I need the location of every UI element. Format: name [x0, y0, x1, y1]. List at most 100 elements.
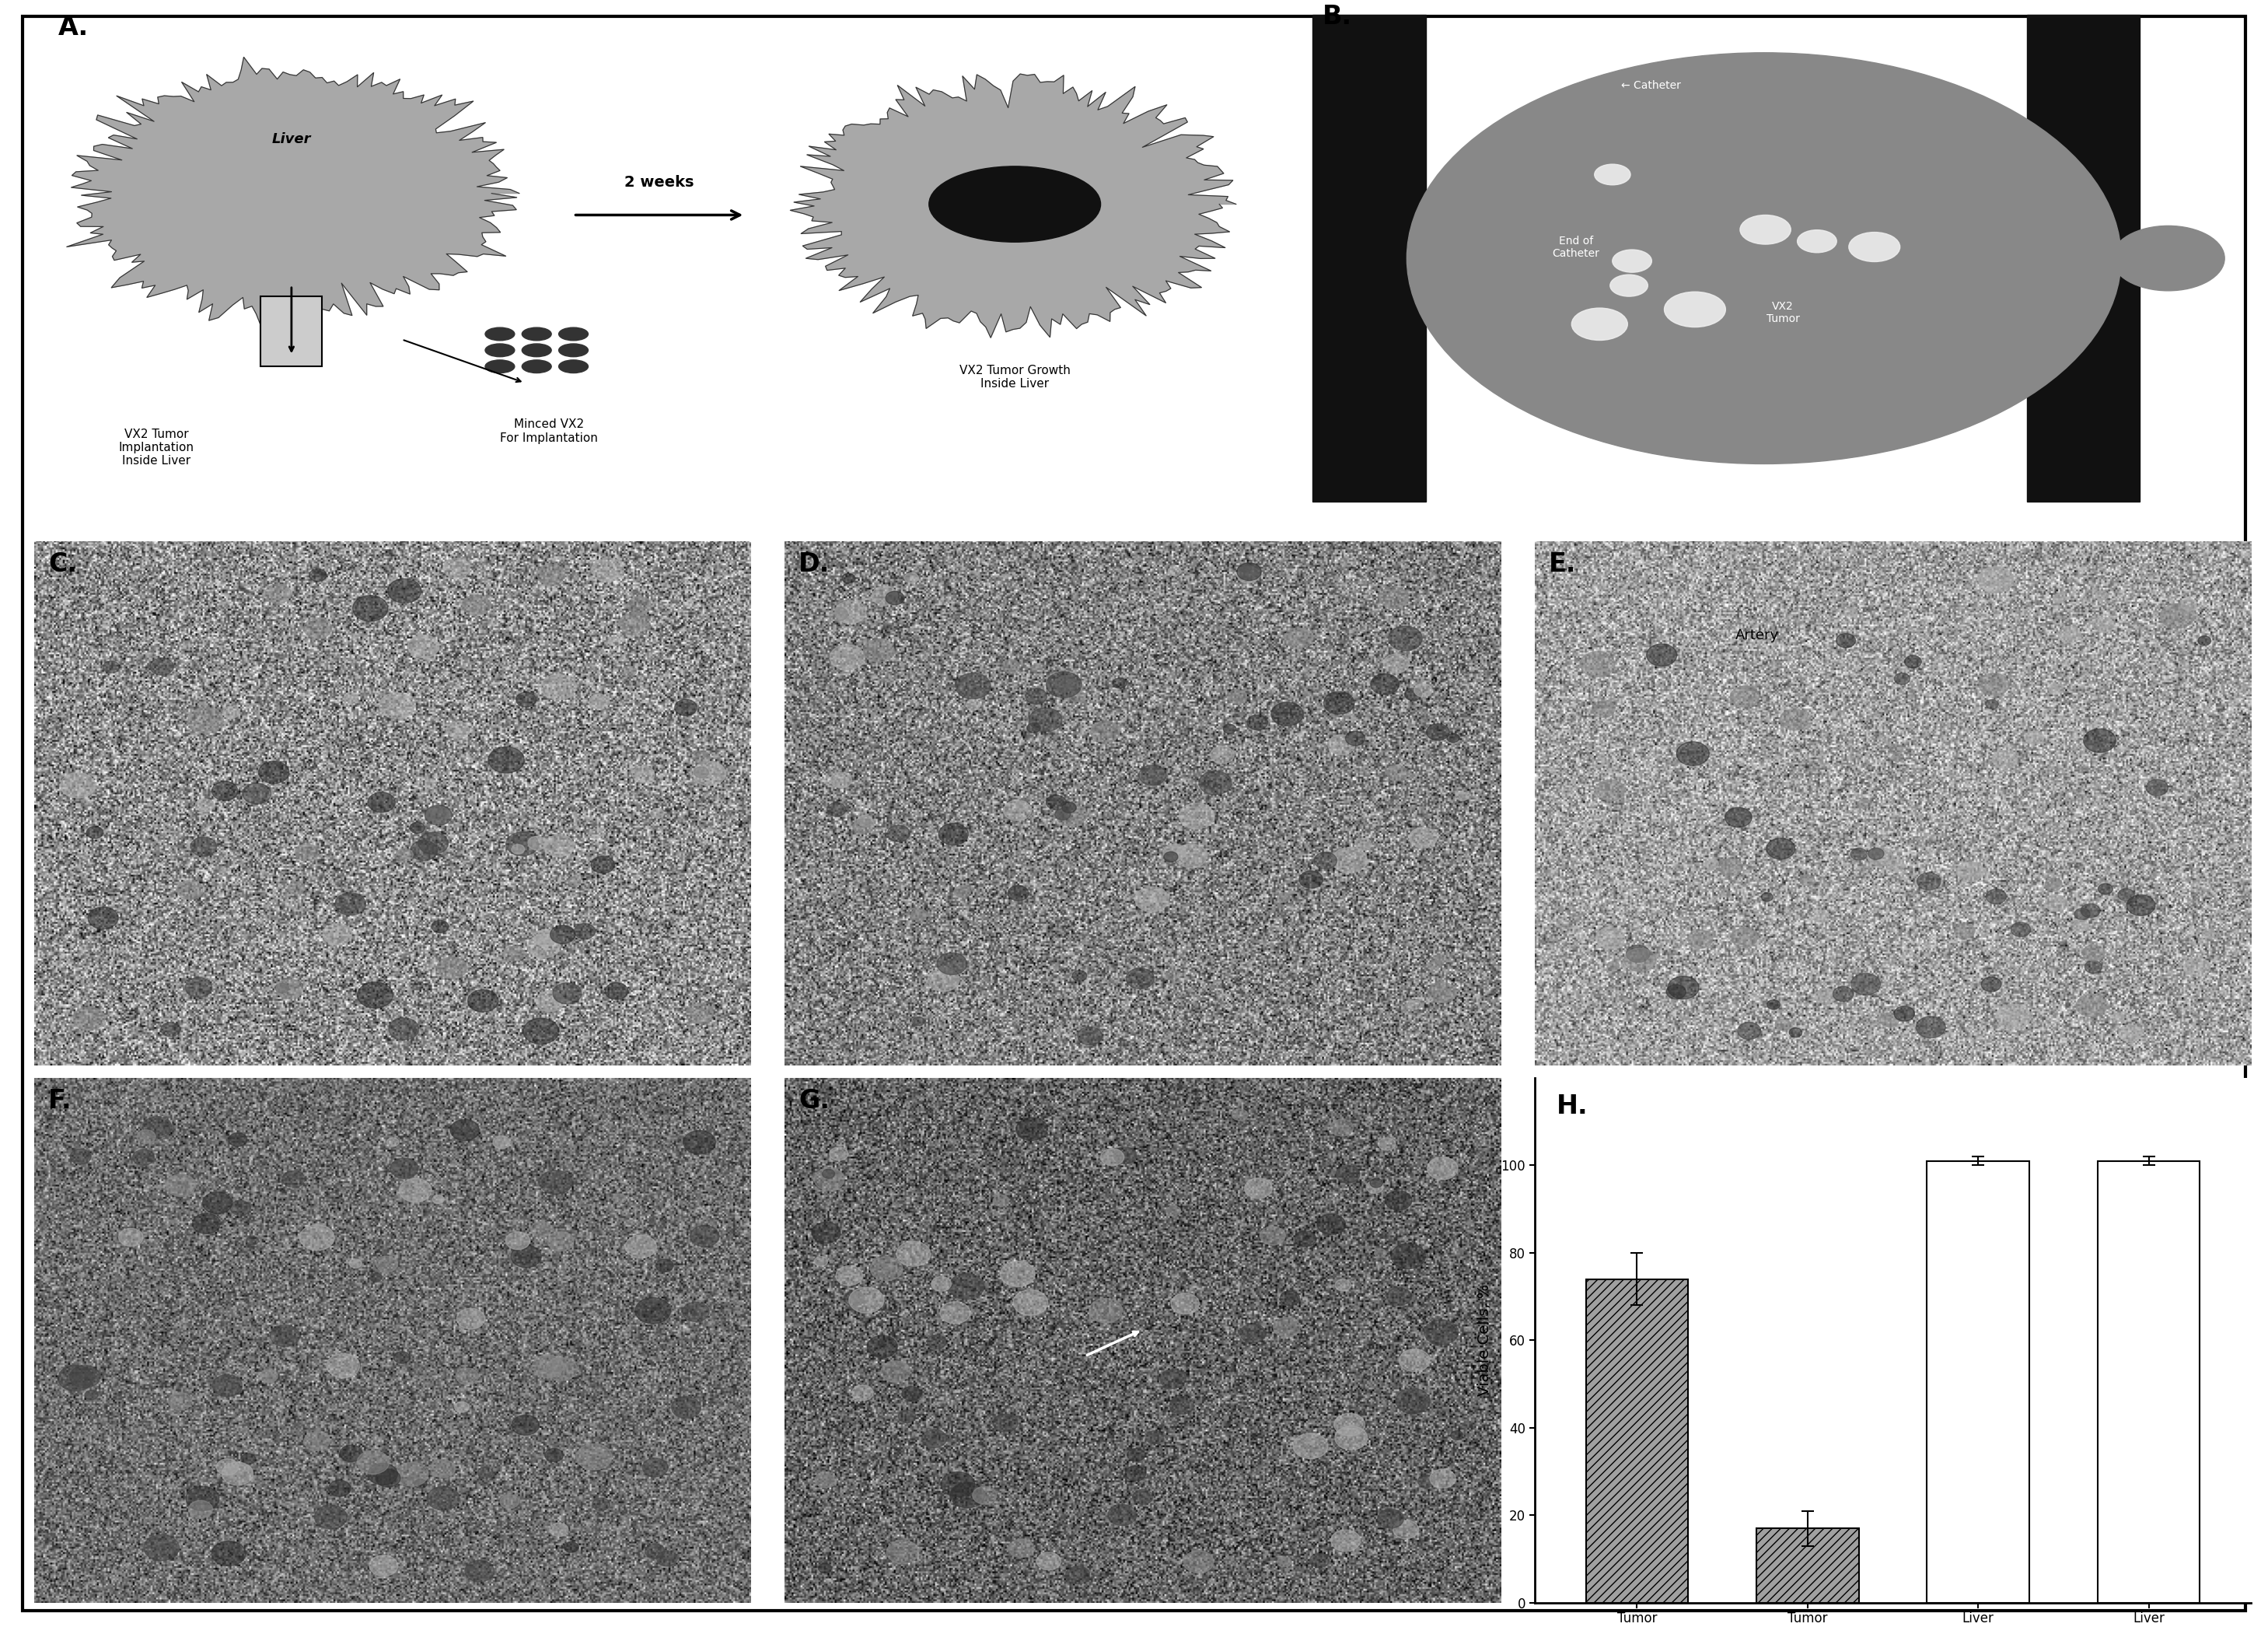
Circle shape	[1390, 1243, 1427, 1269]
Circle shape	[1814, 911, 1828, 923]
Circle shape	[1894, 1005, 1914, 1022]
Circle shape	[928, 968, 959, 991]
Circle shape	[857, 815, 873, 827]
Bar	[1755, 1528, 1860, 1603]
Circle shape	[1329, 1119, 1354, 1136]
Circle shape	[522, 360, 551, 373]
Circle shape	[1089, 1298, 1123, 1323]
Circle shape	[492, 1136, 510, 1149]
Circle shape	[188, 708, 225, 734]
Circle shape	[1261, 1227, 1286, 1245]
Circle shape	[898, 1411, 916, 1422]
Circle shape	[1179, 804, 1213, 830]
Bar	[1928, 1162, 2030, 1603]
Circle shape	[835, 600, 866, 623]
Circle shape	[830, 773, 853, 787]
Circle shape	[671, 1396, 701, 1419]
Circle shape	[447, 722, 469, 739]
Circle shape	[1892, 753, 1903, 761]
Circle shape	[1592, 701, 1615, 718]
Circle shape	[367, 1463, 397, 1485]
Circle shape	[315, 1505, 347, 1529]
Circle shape	[2112, 226, 2225, 291]
Circle shape	[542, 674, 576, 700]
Circle shape	[1009, 1539, 1034, 1557]
Circle shape	[150, 657, 172, 675]
Circle shape	[370, 1272, 381, 1282]
Circle shape	[1737, 1022, 1760, 1040]
Text: Artery: Artery	[1735, 628, 1778, 643]
Circle shape	[1762, 893, 1774, 901]
Circle shape	[186, 978, 211, 997]
Circle shape	[143, 1534, 179, 1560]
Circle shape	[247, 1237, 259, 1245]
Circle shape	[215, 1459, 238, 1476]
Circle shape	[211, 1541, 245, 1565]
Circle shape	[966, 700, 980, 709]
Circle shape	[397, 849, 413, 861]
Circle shape	[270, 1324, 299, 1347]
Circle shape	[1336, 1165, 1361, 1183]
Circle shape	[304, 1432, 329, 1451]
Circle shape	[1365, 1181, 1383, 1193]
Circle shape	[1597, 779, 1624, 800]
Circle shape	[84, 1389, 98, 1399]
Circle shape	[621, 665, 637, 677]
Circle shape	[1370, 674, 1399, 695]
Circle shape	[1327, 735, 1354, 755]
Circle shape	[558, 327, 587, 340]
Circle shape	[1139, 765, 1166, 786]
Circle shape	[59, 1365, 93, 1391]
Circle shape	[1404, 688, 1422, 701]
Circle shape	[390, 1158, 417, 1178]
Circle shape	[2075, 908, 2091, 919]
Circle shape	[1456, 792, 1470, 800]
Circle shape	[1957, 862, 1984, 882]
Circle shape	[118, 1228, 143, 1246]
Circle shape	[1227, 690, 1247, 703]
Circle shape	[1293, 1433, 1327, 1459]
Circle shape	[1436, 955, 1447, 963]
Circle shape	[2082, 945, 2105, 962]
Circle shape	[1295, 1232, 1315, 1246]
Circle shape	[1452, 1430, 1463, 1440]
Circle shape	[281, 1171, 304, 1188]
Circle shape	[973, 1487, 996, 1503]
Circle shape	[485, 343, 515, 356]
Circle shape	[1313, 853, 1336, 869]
Circle shape	[213, 1375, 243, 1396]
Circle shape	[1796, 229, 1837, 252]
Circle shape	[853, 818, 873, 835]
Circle shape	[635, 1298, 671, 1324]
Circle shape	[1726, 807, 1751, 827]
Circle shape	[193, 1214, 220, 1233]
Circle shape	[261, 1370, 277, 1383]
Circle shape	[1025, 688, 1048, 704]
Circle shape	[1377, 1510, 1404, 1528]
Circle shape	[1331, 848, 1368, 874]
Circle shape	[1175, 844, 1207, 867]
Circle shape	[488, 747, 524, 773]
Circle shape	[322, 924, 352, 945]
Circle shape	[574, 924, 594, 939]
Circle shape	[73, 1007, 104, 1030]
Circle shape	[356, 1451, 390, 1474]
Text: Minced VX2
For Implantation: Minced VX2 For Implantation	[499, 418, 599, 444]
Circle shape	[1987, 888, 2007, 905]
Circle shape	[367, 792, 395, 812]
Circle shape	[415, 1479, 426, 1489]
Circle shape	[1036, 1552, 1061, 1570]
Circle shape	[1356, 838, 1372, 851]
Circle shape	[651, 809, 665, 818]
Circle shape	[1236, 563, 1261, 581]
Circle shape	[431, 1459, 456, 1477]
Circle shape	[354, 595, 388, 622]
Circle shape	[376, 1256, 397, 1272]
Circle shape	[349, 1259, 361, 1267]
Circle shape	[528, 934, 560, 958]
Circle shape	[211, 781, 238, 800]
Circle shape	[1676, 742, 1710, 766]
Circle shape	[327, 1354, 361, 1378]
Circle shape	[694, 752, 710, 765]
Circle shape	[941, 1302, 971, 1324]
